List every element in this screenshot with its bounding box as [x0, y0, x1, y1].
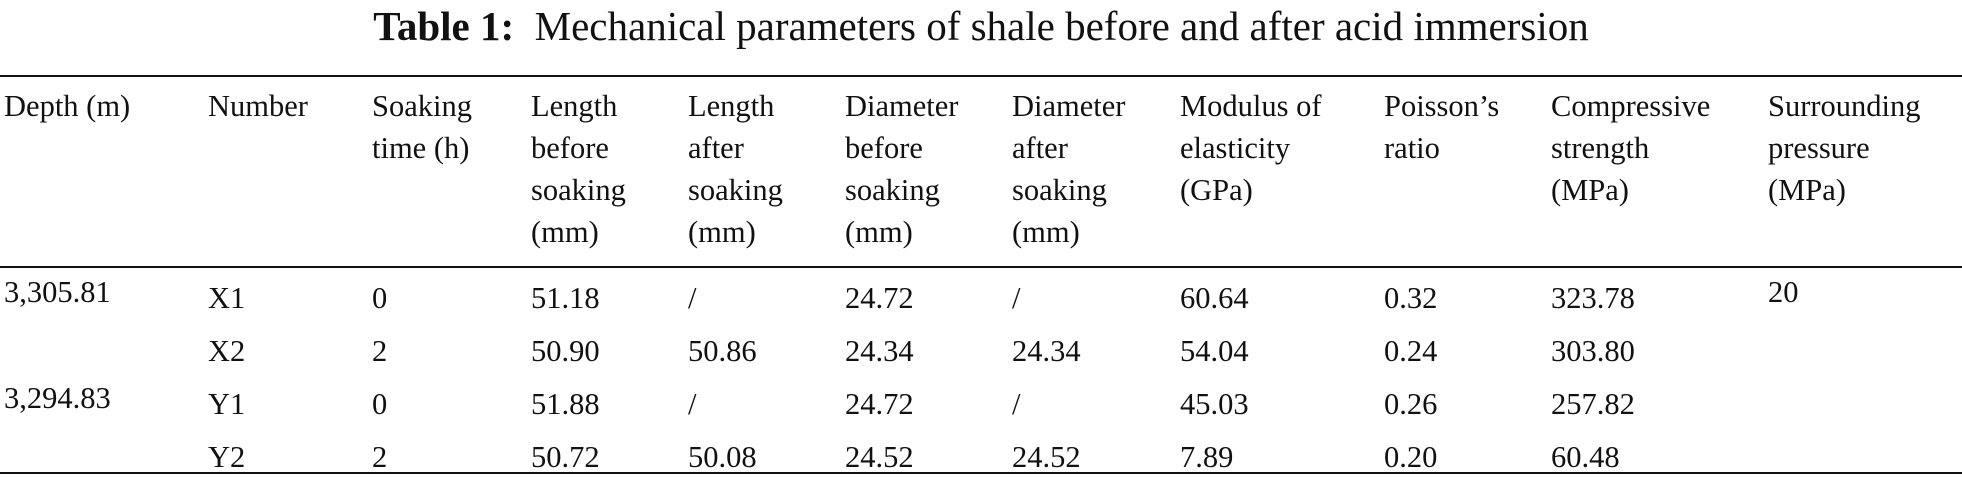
- column-header-line: Diameter: [845, 89, 959, 123]
- table-caption-label: Table 1:: [373, 3, 515, 49]
- table-cell: 323.78: [1551, 281, 1635, 315]
- table-cell: 0.32: [1384, 281, 1438, 315]
- column-header-line: soaking: [1012, 173, 1107, 207]
- column-header: Poisson’s ratio: [1384, 85, 1499, 169]
- column-header-line: soaking: [845, 173, 940, 207]
- column-header-line: Diameter: [1012, 89, 1126, 123]
- table-cell: 7.89: [1180, 440, 1234, 474]
- column-header-line: before: [845, 131, 923, 165]
- column-header-line: after: [1012, 131, 1068, 165]
- column-header-line: Length: [688, 89, 775, 123]
- table-cell: 24.52: [1012, 440, 1081, 474]
- table-cell: X2: [208, 334, 246, 368]
- table-cell: 0: [372, 281, 388, 315]
- table-cell: 3,305.81: [4, 275, 111, 309]
- table-cell: 54.04: [1180, 334, 1249, 368]
- column-header-line: Poisson’s: [1384, 89, 1500, 123]
- column-header: Length before soaking (mm): [531, 85, 626, 253]
- table-cell: 0.24: [1384, 334, 1438, 368]
- table-cell: 20: [1768, 275, 1799, 309]
- column-header: Modulus of elasticity (GPa): [1180, 85, 1322, 211]
- column-header-line: before: [531, 131, 609, 165]
- column-header: Compressive strength (MPa): [1551, 85, 1710, 211]
- table-cell: /: [688, 281, 697, 315]
- column-header-line: ratio: [1384, 131, 1440, 165]
- table-cell: 50.86: [688, 334, 757, 368]
- table-cell: 303.80: [1551, 334, 1635, 368]
- table-top-rule: [0, 75, 1962, 77]
- column-header-line: soaking: [688, 173, 783, 207]
- table-cell: 0.26: [1384, 387, 1438, 421]
- table-cell: /: [1012, 387, 1021, 421]
- column-header: Diameter before soaking (mm): [845, 85, 958, 253]
- column-header-line: time (h): [372, 131, 470, 165]
- table-cell: 60.64: [1180, 281, 1249, 315]
- column-header-line: Depth (m): [4, 89, 131, 123]
- table-cell: 51.88: [531, 387, 600, 421]
- table-cell: 257.82: [1551, 387, 1635, 421]
- table-cell: 2: [372, 334, 388, 368]
- column-header-line: (MPa): [1551, 173, 1629, 207]
- table-header-rule: [0, 266, 1962, 268]
- table-cell: 0: [372, 387, 388, 421]
- table-cell: 50.90: [531, 334, 600, 368]
- column-header-line: (mm): [1012, 215, 1080, 249]
- table-cell: 50.72: [531, 440, 600, 474]
- column-header-line: Number: [208, 89, 308, 123]
- table-cell: 0.20: [1384, 440, 1438, 474]
- column-header-line: pressure: [1768, 131, 1870, 165]
- column-header: Number: [208, 85, 308, 127]
- column-header-line: strength: [1551, 131, 1650, 165]
- table-cell: 60.48: [1551, 440, 1620, 474]
- column-header-line: (MPa): [1768, 173, 1846, 207]
- table-cell: Y2: [208, 440, 246, 474]
- table-cell: /: [688, 387, 697, 421]
- table-cell: Y1: [208, 387, 246, 421]
- table-cell: 45.03: [1180, 387, 1249, 421]
- column-header: Surrounding pressure (MPa): [1768, 85, 1921, 211]
- column-header-line: (mm): [688, 215, 756, 249]
- column-header: Soaking time (h): [372, 85, 472, 169]
- column-header-line: Soaking: [372, 89, 472, 123]
- column-header-line: Length: [531, 89, 618, 123]
- table-cell: /: [1012, 281, 1021, 315]
- table-cell: 24.34: [845, 334, 914, 368]
- column-header: Depth (m): [4, 85, 130, 127]
- column-header-line: Modulus of: [1180, 89, 1322, 123]
- table-cell: 2: [372, 440, 388, 474]
- table-cell: 24.72: [845, 281, 914, 315]
- column-header-line: elasticity: [1180, 131, 1291, 165]
- table-cell: 3,294.83: [4, 381, 111, 415]
- column-header-line: (mm): [531, 215, 599, 249]
- column-header-line: Surrounding: [1768, 89, 1921, 123]
- table-cell: X1: [208, 281, 246, 315]
- column-header-line: (mm): [845, 215, 913, 249]
- table-caption-text: Mechanical parameters of shale before an…: [534, 3, 1589, 49]
- column-header-line: soaking: [531, 173, 626, 207]
- column-header-line: Compressive: [1551, 89, 1711, 123]
- column-header: Diameter after soaking (mm): [1012, 85, 1125, 253]
- column-header-line: (GPa): [1180, 173, 1253, 207]
- column-header: Length after soaking (mm): [688, 85, 783, 253]
- table-caption: Table 1: Mechanical parameters of shale …: [0, 0, 1962, 52]
- table-cell: 24.52: [845, 440, 914, 474]
- table-cell: 50.08: [688, 440, 757, 474]
- column-header-line: after: [688, 131, 744, 165]
- table-cell: 51.18: [531, 281, 600, 315]
- table-cell: 24.34: [1012, 334, 1081, 368]
- table-bottom-rule: [0, 472, 1962, 474]
- table-cell: 24.72: [845, 387, 914, 421]
